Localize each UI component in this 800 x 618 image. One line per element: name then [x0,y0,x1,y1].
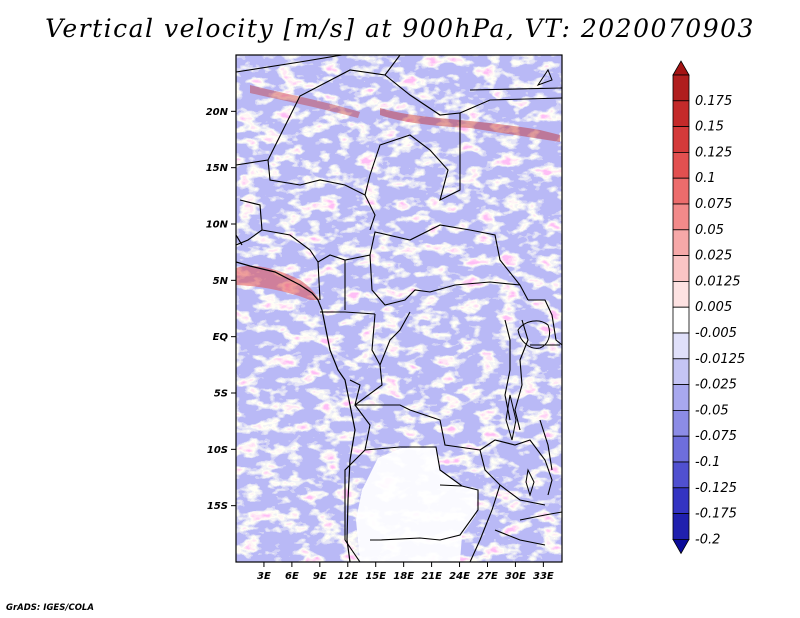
colorbar-swatch [672,229,690,257]
colorbar-swatch [672,435,690,463]
colorbar-swatch [672,255,690,282]
colorbar-swatch [672,177,690,205]
map-frame [235,54,563,563]
velocity-field [236,55,562,562]
lon-tick-label: 9E [313,571,327,582]
colorbar-swatch [672,151,690,179]
colorbar-label: 0.005 [695,300,732,315]
lat-tick-label: 5N [213,276,229,287]
lat-tick-label: EQ [213,332,229,343]
lon-tick-label: 3E [257,571,271,582]
colorbar-label: 0.15 [695,120,724,135]
colorbar-swatch [672,126,690,153]
colorbar-top-arrow [672,60,690,76]
lat-tick-label: 5S [214,389,228,400]
lon-tick-label: 21E [421,571,442,582]
coastlines [236,234,356,562]
lat-tick-label: 15N [206,163,229,174]
lat-tick-label: 10N [206,220,229,231]
lon-tick-label: 12E [337,571,358,582]
latitude-axis: 20N 15N 10N 5N EQ 5S 10S 15S [206,107,236,512]
longitude-axis: 3E 6E 9E 12E 15E 18E 21E 24E 27E 30E 33E [257,562,554,582]
colorbar-label: 0.175 [695,94,732,109]
lon-tick-label: 18E [393,571,414,582]
colorbar-label: -0.175 [695,507,737,522]
colorbar-label: 0.1 [695,171,716,186]
colorbar-label: -0.1 [695,455,720,470]
colorbar-swatch [672,461,690,489]
colorbar-label: 0.125 [695,145,732,160]
map-title: Vertical velocity [m/s] at 900hPa, VT: 2… [45,14,755,43]
colorbar-label: -0.125 [695,481,737,496]
grads-credit: GrADS: IGES/COLA [6,603,94,613]
colorbar-swatch [672,332,690,360]
colorbar-label: -0.025 [695,378,737,393]
colorbar-swatch [672,358,690,385]
lakes [505,68,553,497]
colorbar-swatch [672,384,690,411]
lon-tick-label: 15E [365,571,386,582]
country-borders [236,55,562,562]
colorbar-swatch [672,100,690,128]
lat-tick-label: 20N [206,107,229,118]
colorbar-bottom-arrow [672,539,690,555]
lon-tick-label: 6E [285,571,299,582]
colorbar-label: -0.2 [695,532,720,547]
colorbar-label: 0.075 [695,197,732,212]
colorbar-label: 0.05 [695,223,724,238]
lat-tick-label: 10S [207,445,228,456]
colorbar-label: -0.075 [695,429,737,444]
colorbar-swatch [672,513,690,540]
colorbar-label: 0.025 [695,249,732,264]
lon-tick-label: 33E [533,571,554,582]
colorbar-swatch [672,306,690,334]
colorbar-label: -0.05 [695,403,729,418]
lat-tick-label: 15S [207,501,228,512]
colorbar-label: 0.0125 [695,274,741,289]
colorbar-swatch [672,487,690,514]
colorbar-swatch [672,280,690,308]
colorbar-label: -0.005 [695,326,737,341]
colorbar-swatch [672,409,690,437]
lon-tick-label: 24E [449,571,470,582]
lon-tick-label: 30E [505,571,526,582]
colorbar-swatch [672,74,690,102]
colorbar-swatch [672,203,690,231]
lon-tick-label: 27E [477,571,498,582]
colorbar-label: -0.0125 [695,352,745,367]
colorbar: 0.175 0.15 0.125 0.1 0.075 0.05 0.025 0.0125 0.0… [672,60,745,555]
